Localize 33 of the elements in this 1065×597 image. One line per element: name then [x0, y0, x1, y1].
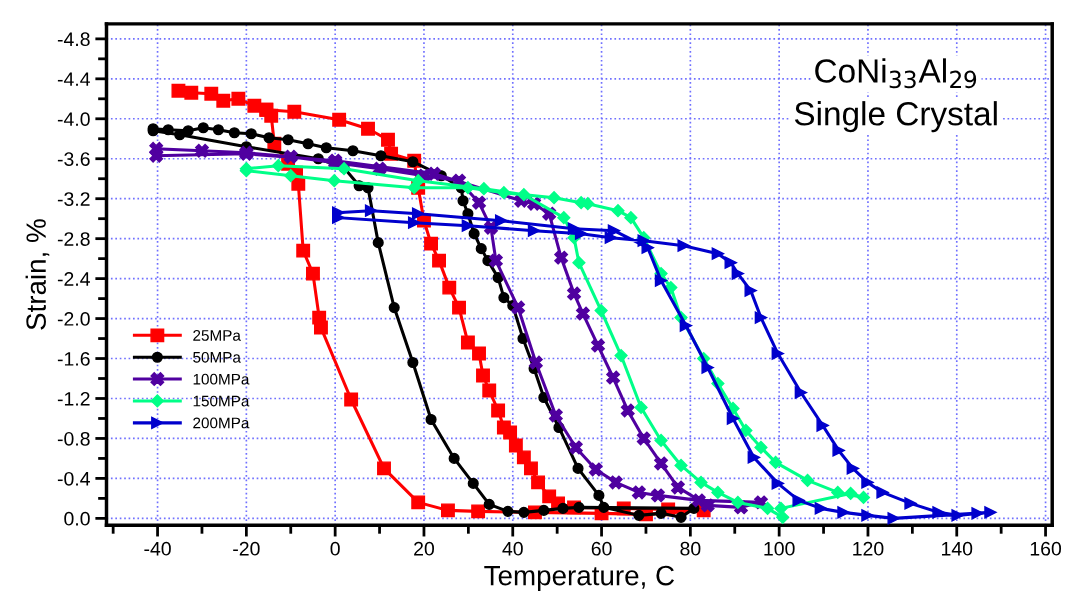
annotation: Single Crystal [794, 101, 997, 133]
legend-label: 200MPa [193, 417, 250, 429]
y-tick-label: -2.8 [57, 232, 90, 246]
y-tick-label: 0.0 [64, 511, 90, 526]
x-tick-label: 100 [764, 541, 795, 556]
x-tick-label: -20 [233, 541, 260, 556]
x-tick-label: 40 [502, 541, 523, 556]
x-tick-label: 160 [1030, 541, 1062, 556]
annotation: CoNi$_{33}$Al$_{29}$ [815, 58, 977, 89]
y-tick-label: -0.8 [57, 431, 90, 446]
x-tick-label: 20 [414, 541, 435, 556]
x-tick-label: 120 [853, 541, 884, 556]
y-tick-label: -1.6 [57, 352, 90, 366]
y-tick-label: -4.4 [57, 72, 90, 86]
legend-label: 25MPa [193, 330, 241, 341]
y-tick-label: -1.2 [57, 391, 90, 406]
y-tick-label: -4.0 [57, 112, 90, 127]
y-tick-label: -3.2 [57, 192, 90, 206]
y-tick-label: -0.4 [57, 471, 90, 486]
x-tick-label: -40 [144, 541, 171, 556]
legend-label: 50MPa [193, 351, 241, 363]
y-tick-label: -4.8 [57, 32, 90, 47]
legend-label: 150MPa [193, 395, 250, 407]
x-tick-label: 80 [680, 541, 701, 556]
x-axis-title: Temperature, C [484, 565, 675, 591]
x-tick-label: 60 [591, 541, 612, 556]
legend-label: 100MPa [193, 373, 250, 385]
y-tick-label: -2.4 [57, 272, 90, 286]
x-tick-label: 0 [330, 541, 340, 556]
y-tick-label: -2.0 [57, 312, 90, 326]
y-axis-title: Strain, % [25, 219, 50, 330]
x-tick-label: 140 [942, 541, 973, 556]
y-tick-label: -3.6 [57, 152, 90, 166]
